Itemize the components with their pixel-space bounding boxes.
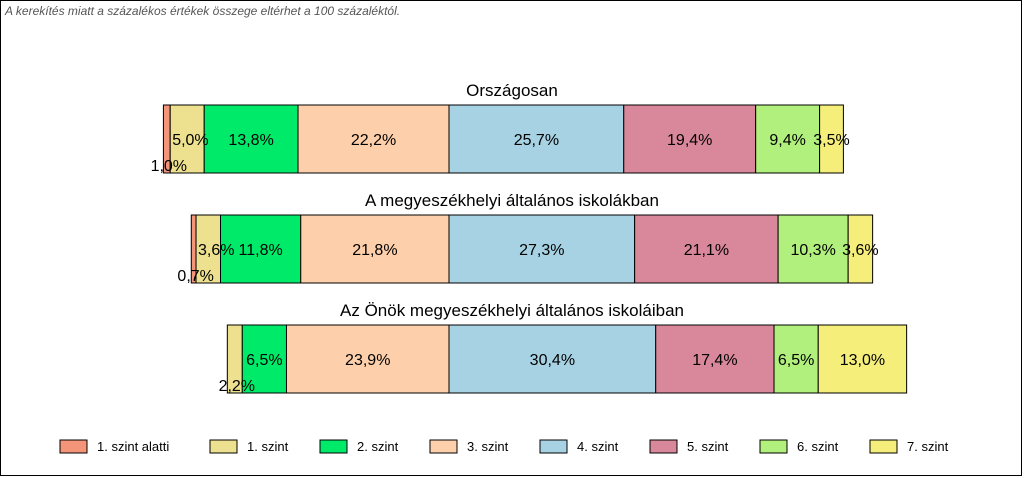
bar-segment-7-szint xyxy=(819,104,844,174)
data-label: 1,0% xyxy=(151,158,187,175)
legend-label: 4. szint xyxy=(577,439,619,454)
bar-segment-4-szint xyxy=(448,214,636,284)
data-label: 17,4% xyxy=(692,352,737,369)
bar-row-1: Országosan 1,0% 5,0% 13,8% 22,2% 25,7% 19,4% 9,… xyxy=(151,81,850,175)
bar-segment-5-szint xyxy=(634,214,779,284)
data-label: 27,3% xyxy=(519,242,564,259)
data-label: 21,8% xyxy=(352,242,397,259)
legend-item-1: 1. szint alatti xyxy=(59,439,169,454)
legend-item-8: 7. szint xyxy=(869,439,949,454)
legend-item-6: 5. szint xyxy=(649,439,729,454)
data-label: 9,4% xyxy=(769,132,805,149)
legend-swatch xyxy=(759,439,788,454)
bar-row-title: A megyeszékhelyi általános iskolákban xyxy=(365,191,659,210)
legend-label: 3. szint xyxy=(467,439,509,454)
legend-swatch xyxy=(539,439,568,454)
bar-segment-2-szint xyxy=(203,104,299,174)
legend: 1. szint alatti 1. szint 2. szint 3. szint 4… xyxy=(59,439,949,454)
bar-segment-2-szint xyxy=(241,324,287,394)
legend-label: 5. szint xyxy=(687,439,729,454)
data-label: 11,8% xyxy=(239,242,283,259)
legend-swatch xyxy=(209,439,238,454)
bar-segment-5-szint xyxy=(655,324,775,394)
data-label: 25,7% xyxy=(514,132,559,149)
legend-item-3: 2. szint xyxy=(319,439,399,454)
data-label: 3,6% xyxy=(198,242,234,259)
rounding-note: A kerekítés miatt a százalékos értékek ö… xyxy=(5,4,401,18)
data-label: 21,1% xyxy=(684,242,729,259)
bar-segment-4-szint xyxy=(448,104,625,174)
bar-segment-5-szint xyxy=(623,104,757,174)
bar-segment-2-szint xyxy=(220,214,302,284)
data-label: 5,0% xyxy=(172,132,208,149)
data-label: 23,9% xyxy=(345,352,390,369)
legend-swatch xyxy=(429,439,458,454)
legend-swatch xyxy=(649,439,678,454)
data-label: 3,5% xyxy=(813,132,849,149)
bar-row-title: Az Önök megyeszékhelyi általános iskolái… xyxy=(340,301,684,320)
data-label: 3,6% xyxy=(842,242,878,259)
legend-swatch xyxy=(319,439,348,454)
legend-item-2: 1. szint xyxy=(209,439,289,454)
legend-label: 1. szint xyxy=(247,439,289,454)
bar-row-3: Az Önök megyeszékhelyi általános iskolái… xyxy=(219,301,908,395)
bars-layer: Országosan 1,0% 5,0% 13,8% 22,2% 25,7% 19,4% 9,… xyxy=(151,81,908,395)
bar-segment-6-szint xyxy=(773,324,819,394)
bar-row-title: Országosan xyxy=(466,81,558,100)
data-label: 19,4% xyxy=(667,132,712,149)
data-label: 10,3% xyxy=(790,242,835,259)
legend-label: 7. szint xyxy=(907,439,949,454)
legend-item-5: 4. szint xyxy=(539,439,619,454)
bar-segment-6-szint xyxy=(777,214,849,284)
legend-item-4: 3. szint xyxy=(429,439,509,454)
data-label: 6,5% xyxy=(778,352,814,369)
data-label: 0,7% xyxy=(177,268,213,285)
data-label: 13,8% xyxy=(228,132,273,149)
bar-row-2: A megyeszékhelyi általános iskolákban 0,7… xyxy=(177,191,878,285)
legend-swatch xyxy=(869,439,898,454)
data-label: 6,5% xyxy=(246,352,282,369)
legend-label: 6. szint xyxy=(797,439,839,454)
legend-item-7: 6. szint xyxy=(759,439,839,454)
bar-segment-3-szint xyxy=(285,324,450,394)
data-label: 13,0% xyxy=(840,352,885,369)
bar-segment-7-szint xyxy=(847,214,874,284)
bar-segment-6-szint xyxy=(755,104,821,174)
data-label: 22,2% xyxy=(351,132,396,149)
data-label: 30,4% xyxy=(530,352,575,369)
legend-swatch xyxy=(59,439,88,454)
bar-segment-7-szint xyxy=(817,324,908,394)
legend-label: 1. szint alatti xyxy=(97,439,169,454)
bar-segment-1-szint xyxy=(195,214,222,284)
bar-segment-3-szint xyxy=(297,104,450,174)
legend-label: 2. szint xyxy=(357,439,399,454)
data-label: 2,2% xyxy=(219,378,255,395)
bar-segment-4-szint xyxy=(448,324,657,394)
